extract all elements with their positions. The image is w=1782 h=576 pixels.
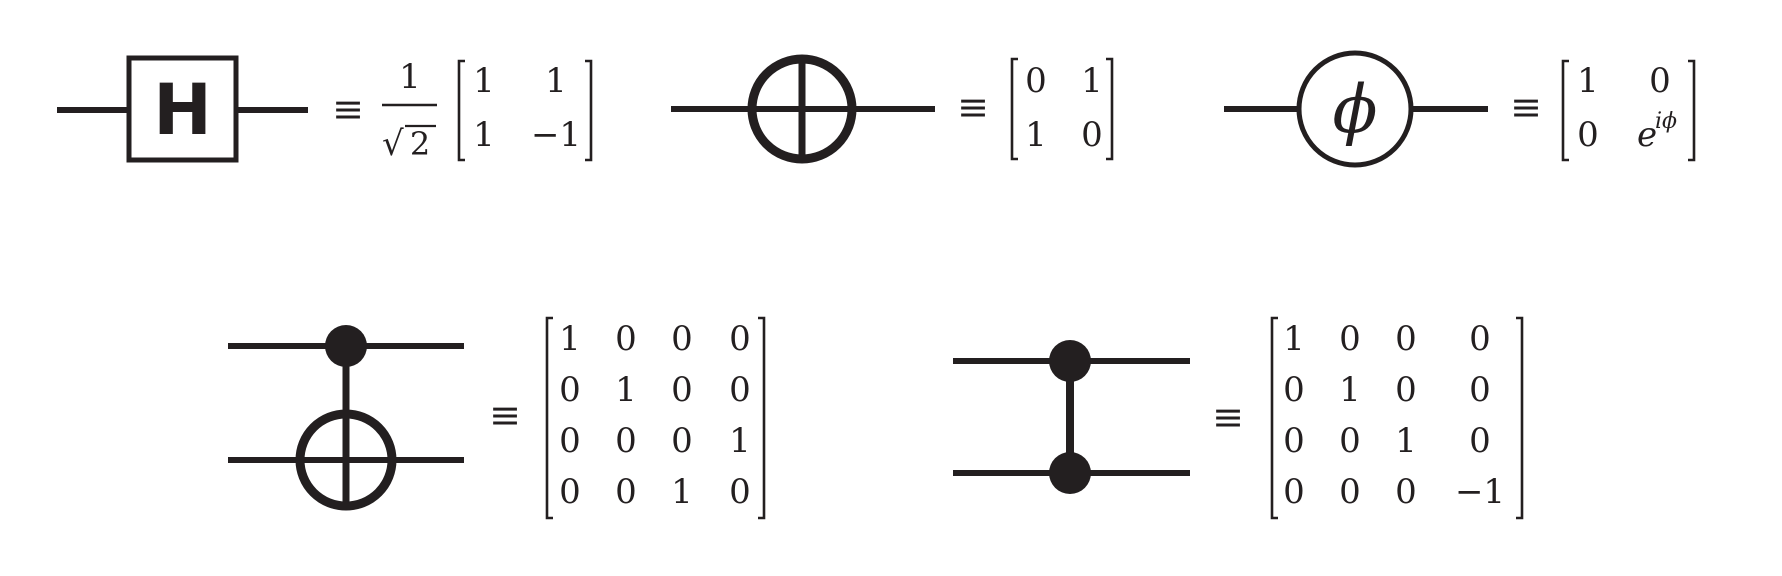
cnot-matrix-cell: 0: [729, 472, 751, 512]
hadamard-matrix-cell: −1: [531, 115, 581, 155]
cz-matrix-cell: 0: [1469, 319, 1491, 359]
cnot-matrix-cell: 0: [559, 472, 581, 512]
cz-matrix-cell: 0: [1339, 472, 1361, 512]
cnot-target-circle: [295, 409, 397, 511]
cnot-matrix-right-bracket: [758, 316, 766, 520]
phase-matrix-exponential-base: e: [1637, 115, 1657, 155]
hadamard-gate-label: H: [153, 69, 212, 151]
cz-matrix-cell: 0: [1395, 319, 1417, 359]
cz-matrix-left-bracket: [1270, 316, 1278, 520]
cz-matrix-cell: 0: [1469, 421, 1491, 461]
hadamard-equivalence: ≡: [332, 87, 364, 131]
cz-matrix-cell: 0: [1395, 472, 1417, 512]
cz-matrix-cell: 0: [1283, 370, 1305, 410]
hadamard-matrix-left-bracket: [457, 59, 465, 162]
phase-matrix-cell: 1: [1577, 61, 1599, 101]
phase-matrix-cell: 0: [1649, 61, 1671, 101]
cnot-matrix-cell: 1: [729, 421, 751, 461]
cz-gate: [953, 340, 1190, 494]
prefactor-numerator: 1: [399, 57, 421, 97]
prefactor-radical-sign: √: [382, 124, 404, 164]
cz-equivalence: ≡: [1212, 395, 1244, 439]
not-matrix-cell: 1: [1025, 115, 1047, 155]
hadamard-gate: H: [57, 55, 308, 163]
phase-matrix-cell: 0: [1577, 115, 1599, 155]
cz-matrix-cell: 0: [1469, 370, 1491, 410]
cnot-gate: [228, 325, 464, 511]
cz-lower-dot: [1049, 452, 1091, 494]
cnot-matrix-cell: 0: [559, 421, 581, 461]
cnot-matrix-cell: 0: [671, 370, 693, 410]
phase-gate-circle: [1296, 50, 1414, 168]
cnot-control-dot: [325, 325, 367, 367]
cz-matrix-cell: 0: [1283, 421, 1305, 461]
phase-matrix-right-bracket: [1688, 59, 1696, 162]
not-matrix: 0 1 1 0: [1010, 57, 1114, 161]
prefactor-radicand: 2: [410, 125, 430, 163]
not-equivalence: ≡: [957, 85, 989, 129]
phase-equivalence: ≡: [1510, 85, 1542, 129]
cnot-matrix: 1 0 0 0 0 1 0 0 0 0 0 1 0 0 1 0: [545, 316, 766, 520]
hadamard-matrix: 1 1 1 −1: [457, 59, 593, 162]
cz-matrix-cell: 0: [1395, 370, 1417, 410]
hadamard-matrix-cell: 1: [473, 115, 495, 155]
cnot-matrix-cell: 0: [729, 319, 751, 359]
cnot-matrix-cell: 0: [671, 421, 693, 461]
cz-matrix-cell: 0: [1339, 319, 1361, 359]
cz-matrix-cell: 1: [1339, 370, 1361, 410]
not-matrix-left-bracket: [1010, 57, 1018, 161]
not-matrix-right-bracket: [1106, 57, 1114, 161]
cnot-matrix-cell: 0: [671, 319, 693, 359]
cz-matrix-cell: 1: [1395, 421, 1417, 461]
hadamard-matrix-right-bracket: [585, 59, 593, 162]
phase-matrix-exponent: iϕ: [1655, 109, 1677, 134]
cnot-equivalence: ≡: [489, 393, 521, 437]
cnot-matrix-cell: 0: [729, 370, 751, 410]
cz-upper-dot: [1049, 340, 1091, 382]
cnot-matrix-cell: 0: [615, 319, 637, 359]
not-matrix-cell: 0: [1025, 61, 1047, 101]
hadamard-matrix-cell: 1: [473, 61, 495, 101]
cz-matrix-cell: 1: [1283, 319, 1305, 359]
phase-gate-label: ϕ: [1333, 71, 1378, 148]
cz-matrix-cell: 0: [1339, 421, 1361, 461]
hadamard-matrix-cell: 1: [545, 61, 567, 101]
cnot-matrix-cell: 1: [671, 472, 693, 512]
cnot-matrix-cell: 0: [615, 421, 637, 461]
cnot-matrix-cell: 1: [559, 319, 581, 359]
phase-matrix-left-bracket: [1561, 59, 1569, 162]
not-matrix-cell: 1: [1081, 61, 1103, 101]
cnot-matrix-left-bracket: [545, 316, 553, 520]
cnot-matrix-cell: 0: [615, 472, 637, 512]
cz-matrix-cell: −1: [1455, 472, 1505, 512]
hadamard-prefactor: 1 √ 2: [382, 57, 437, 164]
hadamard-gate-box: [126, 55, 239, 163]
cnot-matrix-cell: 1: [615, 370, 637, 410]
cz-matrix-right-bracket: [1516, 316, 1524, 520]
phase-matrix: 1 0 0 e iϕ: [1561, 59, 1696, 162]
cz-matrix: 1 0 0 0 0 1 0 0 0 0 1 0 0 0 0 −1: [1270, 316, 1524, 520]
cnot-matrix-cell: 0: [559, 370, 581, 410]
not-matrix-cell: 0: [1081, 115, 1103, 155]
phase-gate: ϕ: [1224, 50, 1488, 168]
not-gate: [671, 54, 935, 164]
cz-matrix-cell: 0: [1283, 472, 1305, 512]
